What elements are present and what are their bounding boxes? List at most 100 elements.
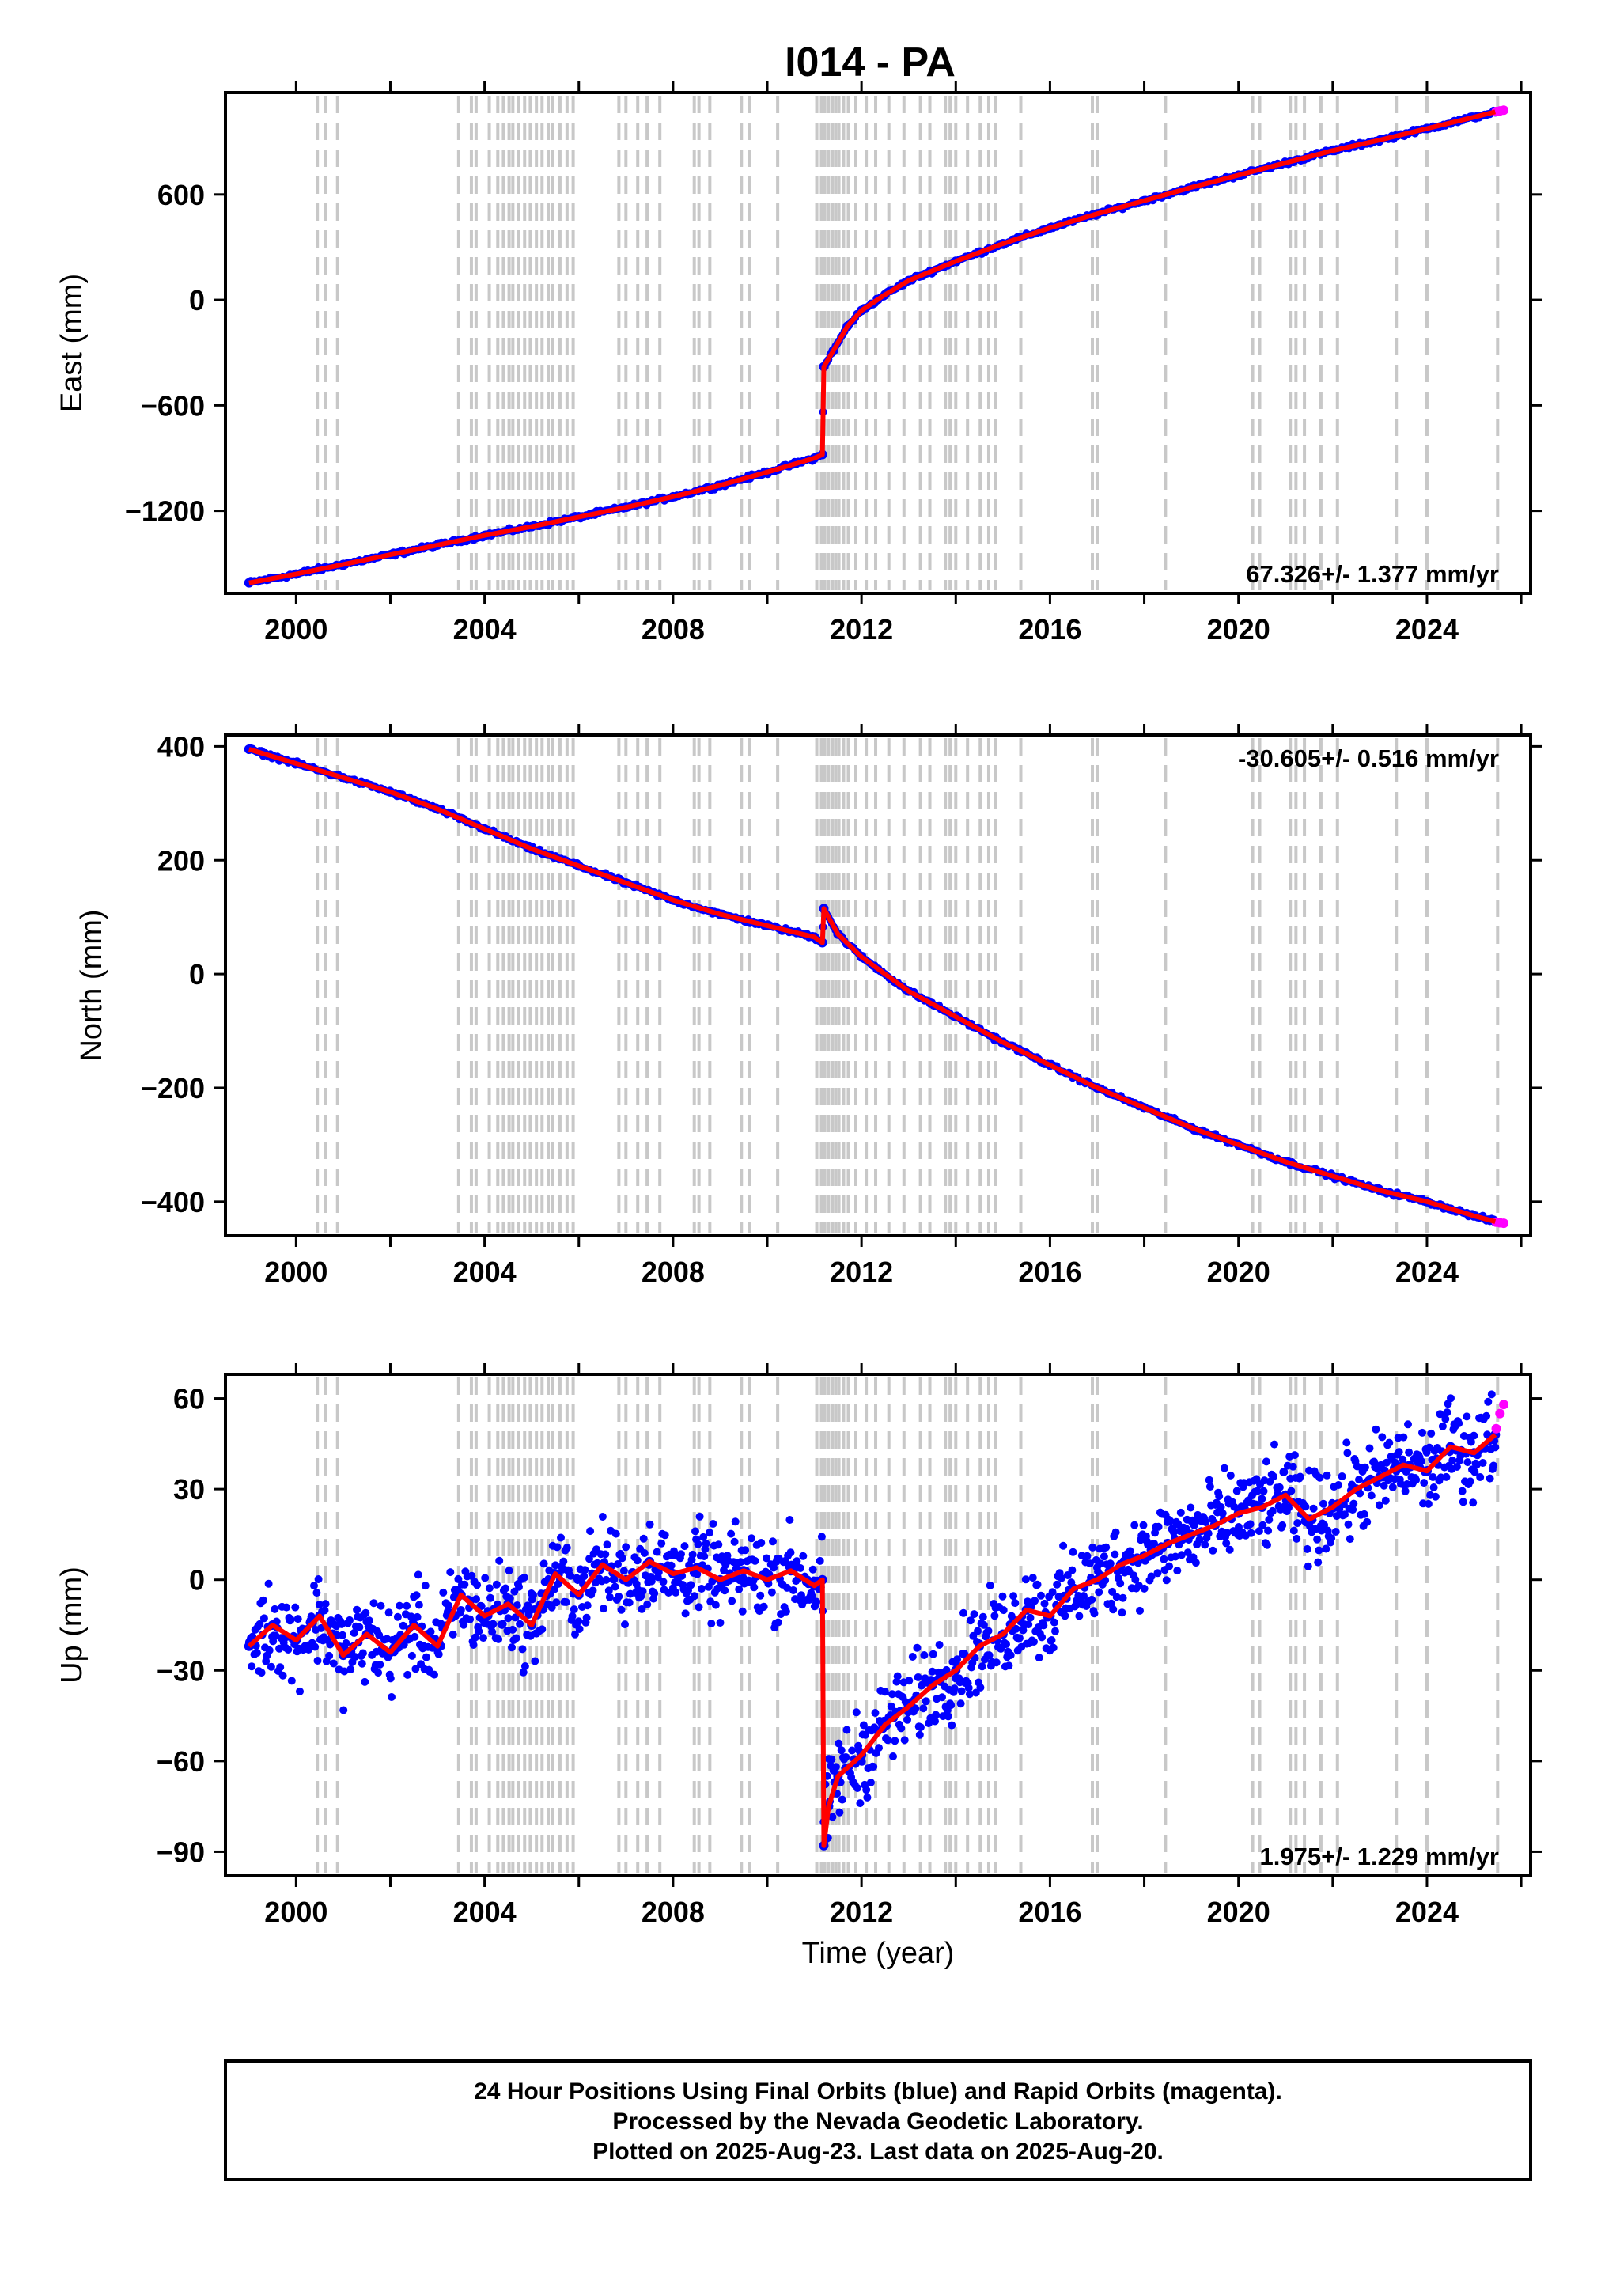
final-orbit-point	[1088, 1543, 1097, 1552]
final-orbit-point	[1090, 1609, 1099, 1618]
final-orbit-point	[1322, 1544, 1330, 1553]
final-orbit-point	[611, 1582, 619, 1591]
final-orbit-point	[1026, 1613, 1035, 1622]
final-orbit-point	[1005, 1661, 1013, 1670]
final-orbit-point	[891, 1737, 899, 1745]
east-model-fit-line	[248, 109, 1497, 585]
x-tick-label: 2012	[830, 1896, 893, 1928]
final-orbit-point	[259, 1596, 267, 1605]
north-final-orbit-points	[244, 744, 1501, 1227]
final-orbit-point	[1140, 1584, 1149, 1593]
final-orbit-point	[903, 1715, 911, 1724]
final-orbit-point	[358, 1659, 366, 1668]
final-orbit-point	[793, 1557, 801, 1566]
final-orbit-point	[672, 1588, 680, 1597]
final-orbit-point	[697, 1585, 706, 1593]
final-orbit-point	[897, 1724, 906, 1733]
final-orbit-point	[1405, 1448, 1414, 1457]
final-orbit-point	[358, 1649, 367, 1658]
final-orbit-point	[976, 1683, 985, 1692]
final-orbit-point	[1363, 1517, 1372, 1526]
final-orbit-point	[948, 1721, 956, 1730]
final-orbit-point	[1176, 1508, 1185, 1517]
final-orbit-point	[265, 1646, 274, 1654]
final-orbit-point	[339, 1706, 348, 1714]
final-orbit-point	[559, 1557, 568, 1566]
final-orbit-point	[837, 1746, 846, 1755]
final-orbit-point	[552, 1598, 561, 1607]
final-orbit-point	[1404, 1420, 1412, 1429]
final-orbit-point	[369, 1599, 378, 1608]
final-orbit-point	[307, 1612, 316, 1621]
final-orbit-point	[1313, 1535, 1322, 1544]
final-orbit-point	[275, 1644, 284, 1653]
up-panel: 2000 2004 2008 2012 2016 2020 2024 60 30 0 −30 −60 −…	[55, 1363, 1542, 1970]
final-orbit-point	[291, 1603, 300, 1612]
final-orbit-point	[1061, 1612, 1069, 1620]
final-orbit-point	[1482, 1411, 1491, 1420]
final-orbit-point	[1491, 1443, 1500, 1452]
final-orbit-point	[1255, 1527, 1263, 1536]
final-orbit-point	[1222, 1539, 1231, 1548]
final-orbit-point	[653, 1548, 661, 1556]
final-orbit-point	[581, 1566, 589, 1574]
final-orbit-point	[1111, 1528, 1120, 1536]
x-tick-label: 2012	[830, 1256, 893, 1288]
final-orbit-point	[1424, 1499, 1433, 1508]
final-orbit-point	[1469, 1498, 1478, 1507]
final-orbit-point	[1344, 1520, 1353, 1529]
final-orbit-point	[375, 1631, 384, 1639]
final-orbit-point	[667, 1561, 676, 1570]
north-y-axis-label: North (mm)	[75, 909, 108, 1061]
final-orbit-point	[1204, 1529, 1213, 1538]
x-tick-label: 2016	[1018, 1896, 1081, 1928]
north-model-fit-line	[248, 747, 1497, 1224]
final-orbit-point	[604, 1586, 613, 1595]
final-orbit-point	[905, 1677, 914, 1685]
rapid-orbit-point	[1495, 1408, 1505, 1419]
up-y-axis: 60 30 0 −30 −60 −90	[157, 1383, 1542, 1868]
final-orbit-point	[650, 1589, 659, 1597]
final-orbit-point	[1264, 1526, 1273, 1535]
final-orbit-point	[1021, 1575, 1030, 1584]
final-orbit-point	[264, 1579, 273, 1588]
final-orbit-point	[1049, 1643, 1058, 1652]
final-orbit-point	[1162, 1576, 1171, 1585]
final-orbit-point	[900, 1736, 909, 1745]
final-orbit-point	[386, 1674, 395, 1683]
final-orbit-point	[611, 1529, 620, 1538]
final-orbit-point	[314, 1575, 323, 1583]
final-orbit-point	[721, 1586, 729, 1595]
final-orbit-point	[888, 1690, 896, 1699]
up-rapid-orbit-points	[1491, 1400, 1509, 1434]
final-orbit-point	[808, 1592, 816, 1601]
east-panel: 2000 2004 2008 2012 2016 2020 2024 600 0 −600 −120…	[55, 81, 1542, 646]
final-orbit-point	[986, 1581, 994, 1589]
final-orbit-point	[414, 1570, 422, 1579]
final-orbit-point	[1452, 1463, 1461, 1471]
y-tick-label: −200	[141, 1072, 205, 1104]
y-tick-label: −1200	[125, 495, 205, 528]
final-orbit-point	[1106, 1559, 1115, 1568]
final-orbit-point	[774, 1618, 782, 1627]
final-orbit-point	[711, 1601, 720, 1609]
final-orbit-point	[617, 1605, 626, 1614]
final-orbit-point	[501, 1584, 510, 1593]
final-orbit-point	[1487, 1390, 1496, 1399]
final-orbit-point	[516, 1620, 524, 1628]
final-orbit-point	[1118, 1608, 1126, 1617]
final-orbit-point	[614, 1560, 622, 1568]
final-orbit-point	[875, 1744, 883, 1752]
final-orbit-point	[827, 1755, 836, 1764]
final-orbit-point	[741, 1546, 750, 1555]
final-orbit-point	[1314, 1558, 1323, 1567]
final-orbit-point	[477, 1602, 486, 1611]
y-tick-label: 30	[173, 1473, 205, 1506]
final-orbit-point	[551, 1561, 560, 1570]
final-orbit-point	[562, 1598, 570, 1606]
final-orbit-point	[1346, 1535, 1354, 1544]
final-orbit-point	[601, 1550, 610, 1559]
final-orbit-point	[848, 1746, 857, 1755]
final-orbit-point	[908, 1653, 917, 1661]
final-orbit-point	[1232, 1487, 1241, 1495]
